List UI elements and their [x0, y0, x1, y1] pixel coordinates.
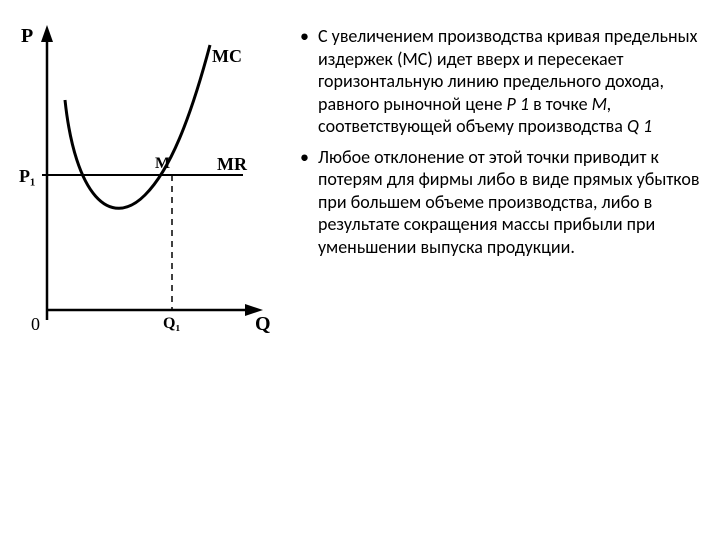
m-label: M [155, 155, 170, 172]
italic-text: Р 1 [507, 93, 534, 115]
x-axis-label: Q [255, 313, 271, 335]
body-text: соответствующей объему производства [318, 115, 627, 137]
mc-label: MC [212, 46, 242, 66]
body-text: в точке [533, 93, 592, 115]
chart-panel: P Q 0 MC MR M P₁ Q₁ [15, 20, 295, 520]
mr-label: MR [217, 154, 248, 174]
bullet-item: Любое отклонение от этой точки приводит … [300, 146, 705, 259]
bullet-list: С увеличением производства кривая предел… [300, 25, 705, 258]
p1-label: P₁ [19, 166, 35, 186]
italic-text: М, [592, 93, 612, 115]
y-axis-label: P [21, 25, 33, 47]
text-panel: С увеличением производства кривая предел… [295, 20, 705, 520]
body-text: Любое отклонение от этой точки приводит … [318, 146, 700, 258]
mc-curve [65, 45, 210, 208]
y-axis-arrow [41, 25, 53, 42]
economics-chart: P Q 0 MC MR M P₁ Q₁ [15, 20, 275, 340]
bullet-item: С увеличением производства кривая предел… [300, 25, 705, 138]
italic-text: Q 1 [627, 115, 652, 137]
origin-label: 0 [31, 314, 40, 334]
q1-label: Q₁ [163, 315, 180, 332]
